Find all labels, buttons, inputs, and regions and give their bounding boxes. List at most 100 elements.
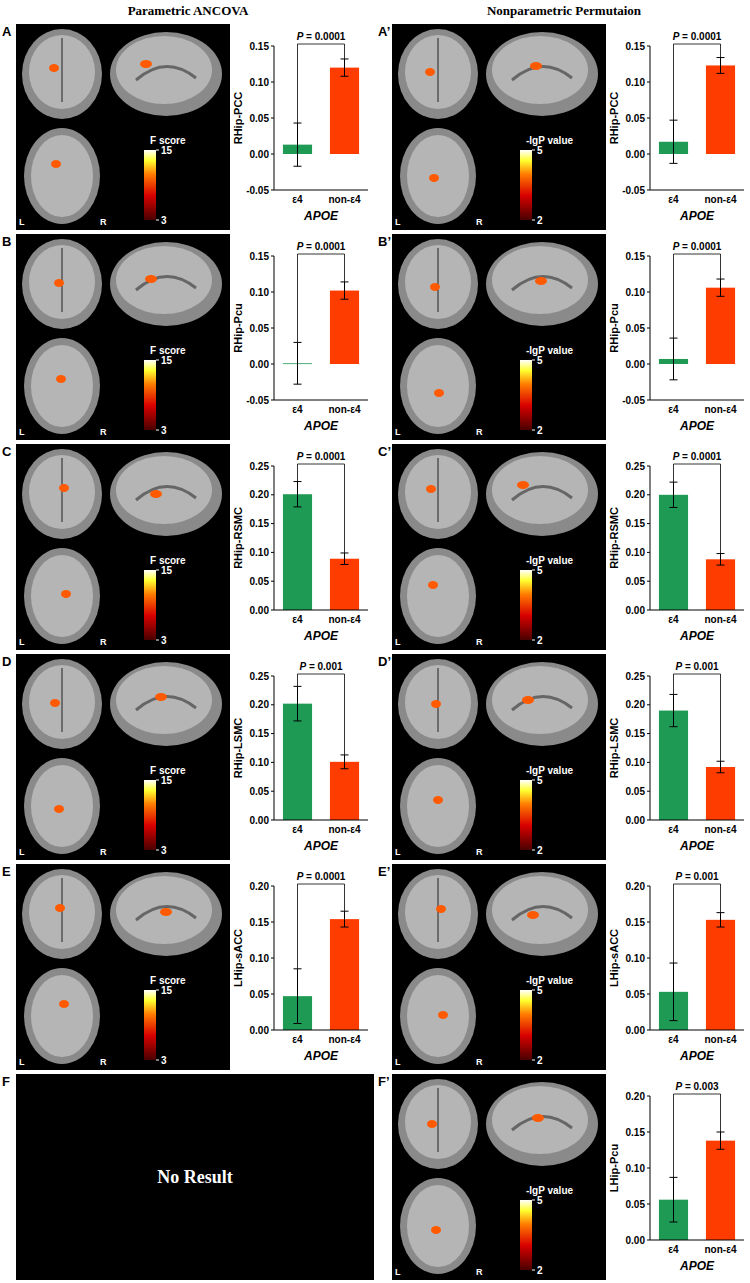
brain-corpus — [512, 696, 572, 710]
brain-axial — [400, 128, 476, 224]
error-bar — [717, 554, 725, 566]
y-tick-label: 0.25 — [250, 461, 270, 472]
colorbar-tick — [532, 360, 535, 361]
brain-fissure — [437, 38, 439, 102]
y-tick-label: 0.10 — [626, 547, 646, 558]
x-tick-label: ε4 — [668, 1034, 679, 1045]
brain-axial — [400, 1178, 476, 1274]
orientation-label: L — [395, 1057, 401, 1067]
error-bar — [717, 279, 725, 296]
error-stem — [720, 58, 721, 74]
cluster — [145, 275, 157, 283]
y-tick-label: 0.05 — [250, 113, 270, 124]
brain-sagittal-inner — [116, 666, 212, 734]
error-bar — [294, 686, 302, 721]
brain-axial-inner — [31, 135, 93, 217]
bracket-leg — [720, 674, 721, 761]
panel: LR-lgP value250.000.050.100.150.200.25ε4… — [378, 654, 744, 860]
y-tick — [647, 256, 650, 257]
x-axis-label: APOE — [303, 629, 339, 643]
brain-axial-inner — [407, 135, 469, 217]
error-bar — [717, 913, 725, 927]
brain-axial — [24, 758, 100, 854]
cluster — [150, 490, 162, 498]
x-tick-label: ε4 — [292, 1034, 303, 1045]
bracket-leg — [720, 254, 721, 279]
colorbar — [520, 360, 532, 430]
bar — [330, 291, 359, 364]
brain-coronal-inner — [29, 875, 95, 949]
colorbar-tick-label: 3 — [161, 425, 167, 436]
panel: LR-lgP value250.000.050.100.150.20ε4non-… — [378, 864, 744, 1070]
y-tick — [647, 1204, 650, 1205]
brain-axial-inner — [407, 555, 469, 637]
y-tick — [647, 466, 650, 467]
y-tick — [647, 494, 650, 495]
x-tick-label: non-ε4 — [705, 824, 737, 835]
x-tick-label: ε4 — [292, 194, 303, 205]
colorbar-tick-label: 2 — [537, 1265, 543, 1276]
y-tick — [271, 610, 274, 611]
panel-background — [16, 234, 230, 440]
brain-sagittal-inner — [492, 246, 588, 314]
brain-corpus — [136, 906, 196, 920]
colorbar-tick-label: 2 — [537, 635, 543, 646]
cluster — [522, 696, 534, 704]
bar — [330, 559, 359, 610]
orientation-label: R — [476, 637, 483, 647]
bar — [706, 65, 735, 154]
error-stem — [297, 969, 298, 1024]
plot-area — [659, 482, 735, 610]
x-axis-label: APOE — [679, 839, 715, 853]
y-tick-label: 0.00 — [626, 1025, 646, 1036]
brain-axial — [24, 338, 100, 434]
y-tick-label: 0.20 — [250, 881, 270, 892]
orientation-label: R — [476, 427, 483, 437]
error-bar — [294, 969, 302, 1024]
y-axis — [274, 676, 275, 820]
y-tick-label: 0.15 — [626, 41, 646, 52]
error-bar — [670, 963, 678, 1021]
orientation-label: L — [395, 427, 401, 437]
p-value: P = 0.0001 — [673, 451, 722, 462]
panel-letter: E’ — [378, 864, 390, 879]
error-cap — [670, 1020, 678, 1021]
cluster — [160, 908, 172, 916]
colorbar-tick — [532, 570, 535, 571]
significance-bracket — [298, 884, 345, 969]
y-tick-label: 0.05 — [626, 786, 646, 797]
brain-coronal — [22, 449, 102, 539]
bracket-leg — [673, 1094, 674, 1177]
bracket-leg — [673, 44, 674, 120]
error-cap — [294, 1023, 302, 1024]
error-stem — [720, 761, 721, 773]
x-axis — [650, 820, 744, 821]
error-cap — [341, 76, 349, 77]
error-bar — [670, 338, 678, 380]
cluster — [433, 796, 443, 804]
bar — [659, 495, 688, 610]
cluster — [426, 485, 436, 493]
p-value: P = 0.003 — [675, 1081, 719, 1092]
orientation-label: R — [476, 1057, 483, 1067]
error-stem — [720, 279, 721, 296]
x-tick-label: non-ε4 — [329, 614, 361, 625]
colorbar — [144, 360, 156, 430]
significance-bracket — [674, 1094, 721, 1177]
brain-sagittal-inner — [492, 1086, 588, 1154]
y-tick — [271, 400, 274, 401]
y-tick — [271, 1030, 274, 1031]
orientation-label: L — [19, 1057, 25, 1067]
orientation-label: R — [100, 637, 107, 647]
colorbar-tick — [156, 780, 159, 781]
y-tick — [647, 762, 650, 763]
cluster — [56, 375, 66, 383]
bracket-leg — [297, 464, 298, 482]
brain-axial-inner — [407, 345, 469, 427]
x-tick-label: non-ε4 — [705, 1034, 737, 1045]
brain-sagittal — [110, 452, 222, 536]
y-tick-label: 0.05 — [626, 989, 646, 1000]
brain-coronal-inner — [29, 35, 95, 109]
error-bar — [670, 120, 678, 163]
colorbar-tick — [532, 1270, 535, 1271]
